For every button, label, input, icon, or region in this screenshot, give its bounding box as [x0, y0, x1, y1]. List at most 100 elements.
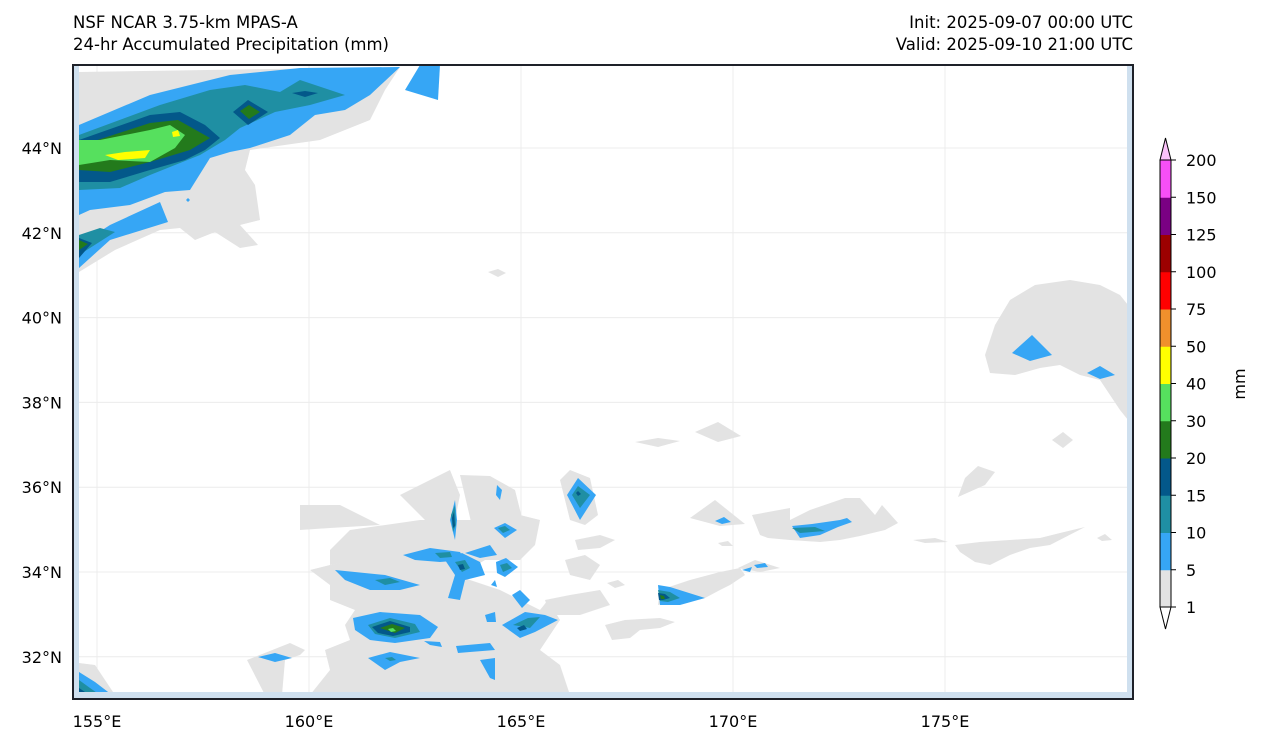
precip-contour-band — [1087, 366, 1115, 379]
colorbar-units-label: mm — [1230, 368, 1249, 399]
colorbar-tick-label: 150 — [1186, 188, 1217, 207]
lat-tick-label: 38°N — [22, 393, 62, 412]
lat-tick-label: 36°N — [22, 478, 62, 497]
precip-contour-band — [458, 564, 465, 570]
colorbar-band — [1160, 495, 1171, 533]
lat-tick-label: 42°N — [22, 224, 62, 243]
colorbar-band — [1160, 458, 1171, 496]
precip-contour-band — [258, 653, 292, 662]
colorbar-band — [1160, 197, 1171, 235]
lon-tick-label: 160°E — [285, 712, 334, 731]
precip-contour-band — [955, 527, 1085, 565]
chart-title-right: Init: 2025-09-07 00:00 UTC Valid: 2025-0… — [896, 12, 1133, 56]
colorbar-band — [1160, 271, 1171, 310]
lon-tick-label: 155°E — [73, 712, 122, 731]
precip-contour-band — [958, 466, 995, 497]
colorbar-band — [1160, 160, 1171, 198]
colorbar-band — [1160, 309, 1171, 347]
map-edge-right — [1127, 66, 1132, 698]
init-time-label: Init: 2025-09-07 00:00 UTC — [909, 13, 1133, 32]
precip-contour-band — [513, 617, 540, 628]
lon-tick-label: 165°E — [497, 712, 546, 731]
precip-contour-band — [368, 652, 420, 670]
precip-contour-band — [498, 526, 510, 533]
precip-contour-band — [1012, 335, 1052, 361]
colorbar-band — [1160, 234, 1171, 273]
precip-contour-band — [445, 553, 485, 600]
precip-contour-band — [385, 657, 396, 661]
colorbar-tick-label: 15 — [1186, 486, 1206, 505]
colorbar-extend-min — [1159, 606, 1172, 630]
colorbar-tick-label: 40 — [1186, 375, 1206, 394]
precip-contour-band — [424, 641, 442, 647]
precip-contour-band — [496, 485, 502, 500]
precip-contour-band — [695, 422, 741, 442]
colorbar-band — [1160, 346, 1171, 384]
colorbar-tick-label: 100 — [1186, 263, 1217, 282]
longitude-axis: 155°E 160°E 165°E 170°E 175°E — [73, 712, 970, 731]
precip-contour-band — [186, 198, 190, 202]
precip-contour-band — [792, 527, 825, 533]
precip-contour-band — [1097, 534, 1112, 541]
precip-contour-band — [635, 438, 680, 447]
precip-contour-band — [452, 512, 455, 528]
colorbar-tick-label: 10 — [1186, 524, 1206, 543]
map-frame — [72, 64, 1134, 700]
lat-tick-label: 40°N — [22, 309, 62, 328]
precip-contour-band — [456, 643, 495, 653]
precip-contour-band — [985, 280, 1132, 425]
colorbar-band — [1160, 383, 1171, 422]
lat-tick-label: 34°N — [22, 563, 62, 582]
precip-contour-band — [742, 567, 752, 572]
chart-title-left: NSF NCAR 3.75-km MPAS-A 24-hr Accumulate… — [73, 12, 389, 56]
precip-contour-band — [754, 563, 768, 568]
precip-contour-band — [605, 618, 675, 640]
map-edges — [74, 66, 1132, 698]
colorbar-tick-label: 30 — [1186, 412, 1206, 431]
precip-contour-band — [572, 486, 590, 508]
precip-contour-band — [491, 580, 497, 587]
lat-tick-label: 32°N — [22, 648, 62, 667]
colorbar-band — [1160, 569, 1171, 608]
precip-contour-band — [400, 470, 460, 525]
field-title: 24-hr Accumulated Precipitation (mm) — [73, 35, 389, 54]
precip-contour-band — [485, 612, 496, 622]
precip-contours — [79, 66, 1132, 695]
precip-contour-band — [715, 517, 731, 524]
map-background — [74, 66, 1132, 698]
latitude-axis: 44°N 42°N 40°N 38°N 36°N 34°N 32°N — [22, 139, 62, 667]
model-title: NSF NCAR 3.75-km MPAS-A — [73, 13, 298, 32]
valid-time-label: Valid: 2025-09-10 21:00 UTC — [895, 35, 1133, 54]
precip-contour-band — [545, 590, 610, 615]
precip-contour-band — [913, 538, 948, 543]
precip-contour-band — [512, 590, 530, 608]
precip-contour-band — [465, 545, 497, 558]
precip-contour-band — [105, 150, 150, 160]
precip-contour-band — [488, 269, 506, 277]
lon-tick-label: 175°E — [921, 712, 970, 731]
precip-contour-band — [718, 541, 733, 546]
precip-contour-band — [575, 535, 615, 550]
precip-contour-band — [300, 505, 380, 530]
colorbar-tick-label: 200 — [1186, 151, 1217, 170]
colorbar-tick-label: 125 — [1186, 226, 1217, 245]
precip-contour-band — [292, 91, 318, 97]
precip-contour-band — [690, 500, 745, 526]
precip-contour-band — [660, 595, 665, 599]
precip-contour-band — [79, 240, 88, 250]
precip-contour-band — [435, 552, 452, 558]
map-edge-left — [74, 66, 79, 698]
precip-contour-band — [1052, 432, 1073, 448]
precip-contour-band — [79, 67, 400, 215]
colorbar-tick-label: 20 — [1186, 449, 1206, 468]
precip-contour-band — [79, 680, 100, 695]
precip-contour-band — [247, 643, 305, 695]
precip-contour-band — [388, 628, 396, 632]
precip-contour-band — [500, 563, 512, 572]
precip-contour-band — [79, 228, 115, 255]
precip-contour-band — [480, 658, 495, 680]
precip-contour-band — [792, 518, 852, 538]
colorbar-band — [1160, 420, 1171, 459]
precip-contour-band — [79, 202, 168, 268]
